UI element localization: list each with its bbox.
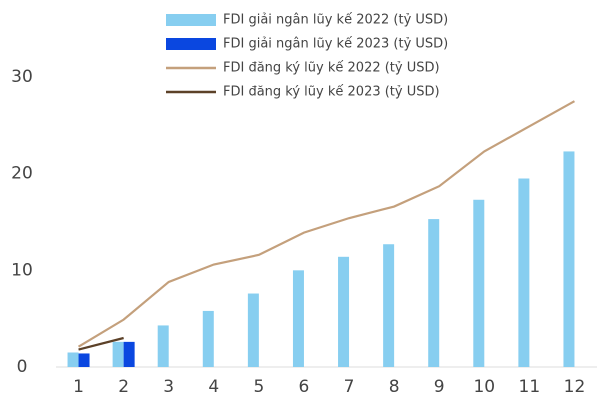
bar <box>338 256 350 367</box>
x-tick-label: 3 <box>163 377 174 397</box>
bar <box>112 341 124 367</box>
x-tick-label: 10 <box>473 377 495 397</box>
bar <box>473 199 485 367</box>
legend-label: FDI giải ngân lũy kế 2022 (tỷ USD) <box>223 13 448 28</box>
legend-label: FDI đăng ký lũy kế 2023 (tỷ USD) <box>223 85 440 100</box>
x-tick-label: 11 <box>519 377 541 397</box>
bar <box>383 244 395 367</box>
line <box>78 336 124 351</box>
x-tick-label: 1 <box>73 377 84 397</box>
x-tick-label: 4 <box>208 377 219 397</box>
bar <box>67 352 79 367</box>
x-tick-label: 2 <box>118 377 129 397</box>
y-tick-label: 0 <box>17 357 28 377</box>
legend-label: FDI đăng ký lũy kế 2022 (tỷ USD) <box>223 61 440 76</box>
bar <box>518 178 530 367</box>
legend-swatch <box>166 14 216 26</box>
y-tick-label: 20 <box>11 164 33 184</box>
y-tick-label: 30 <box>11 67 33 87</box>
legend-label: FDI giải ngân lũy kế 2023 (tỷ USD) <box>223 37 448 52</box>
bar <box>157 325 169 367</box>
x-tick-label: 7 <box>344 377 355 397</box>
bar <box>247 293 259 367</box>
x-tick-label: 5 <box>253 377 264 397</box>
bar <box>428 219 440 367</box>
bar <box>563 151 575 367</box>
y-tick-label: 10 <box>11 260 33 280</box>
legend-swatch <box>166 38 216 50</box>
x-tick-label: 9 <box>434 377 445 397</box>
bar <box>292 270 304 367</box>
x-tick-label: 12 <box>564 377 586 397</box>
x-tick-label: 6 <box>299 377 310 397</box>
x-tick-label: 8 <box>389 377 400 397</box>
bar <box>202 310 214 367</box>
bar <box>123 341 135 367</box>
bar <box>78 353 90 367</box>
line <box>77 100 575 348</box>
